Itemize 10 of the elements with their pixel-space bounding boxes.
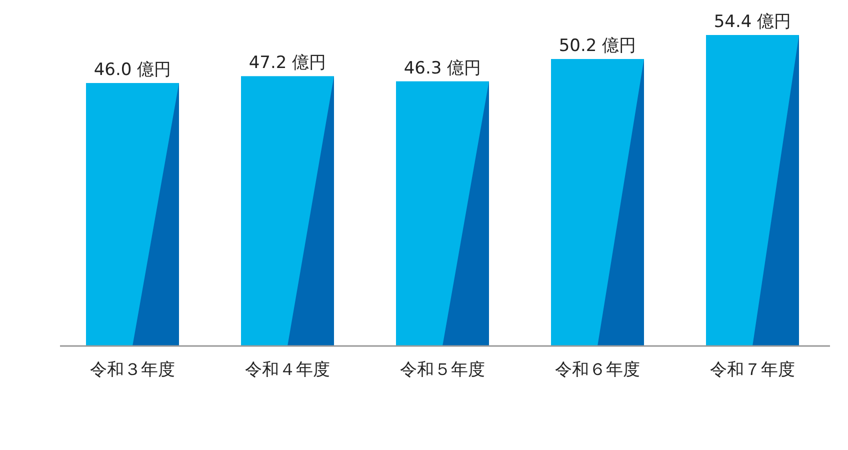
x-tick-label: 令和７年度	[710, 360, 795, 380]
x-tick-label: 令和５年度	[400, 360, 485, 380]
data-label: 46.3 億円	[404, 58, 482, 78]
data-label: 46.0 億円	[94, 60, 172, 80]
data-label: 47.2 億円	[248, 53, 326, 74]
x-tick-label: 令和３年度	[90, 360, 175, 380]
data-label: 50.2 億円	[558, 36, 636, 56]
x-tick-label: 令和４年度	[245, 360, 330, 380]
x-tick-label: 令和６年度	[555, 360, 640, 380]
data-label: 54.4 億円	[714, 12, 792, 32]
